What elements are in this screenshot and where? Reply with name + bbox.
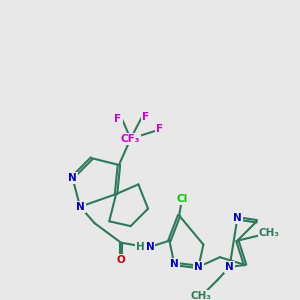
Text: N: N [225, 262, 234, 272]
Text: F: F [156, 124, 163, 134]
Text: N: N [146, 242, 154, 253]
Text: F: F [114, 114, 122, 124]
Text: CF₃: CF₃ [121, 134, 140, 144]
Text: CH₃: CH₃ [259, 228, 280, 238]
Text: N: N [194, 262, 203, 272]
Text: N: N [170, 259, 178, 269]
Text: H: H [136, 242, 145, 253]
Text: Cl: Cl [176, 194, 188, 204]
Text: N: N [233, 213, 242, 224]
Text: N: N [76, 202, 85, 212]
Text: O: O [116, 255, 125, 265]
Text: N: N [68, 172, 77, 183]
Text: CH₃: CH₃ [191, 291, 212, 300]
Text: F: F [142, 112, 149, 122]
